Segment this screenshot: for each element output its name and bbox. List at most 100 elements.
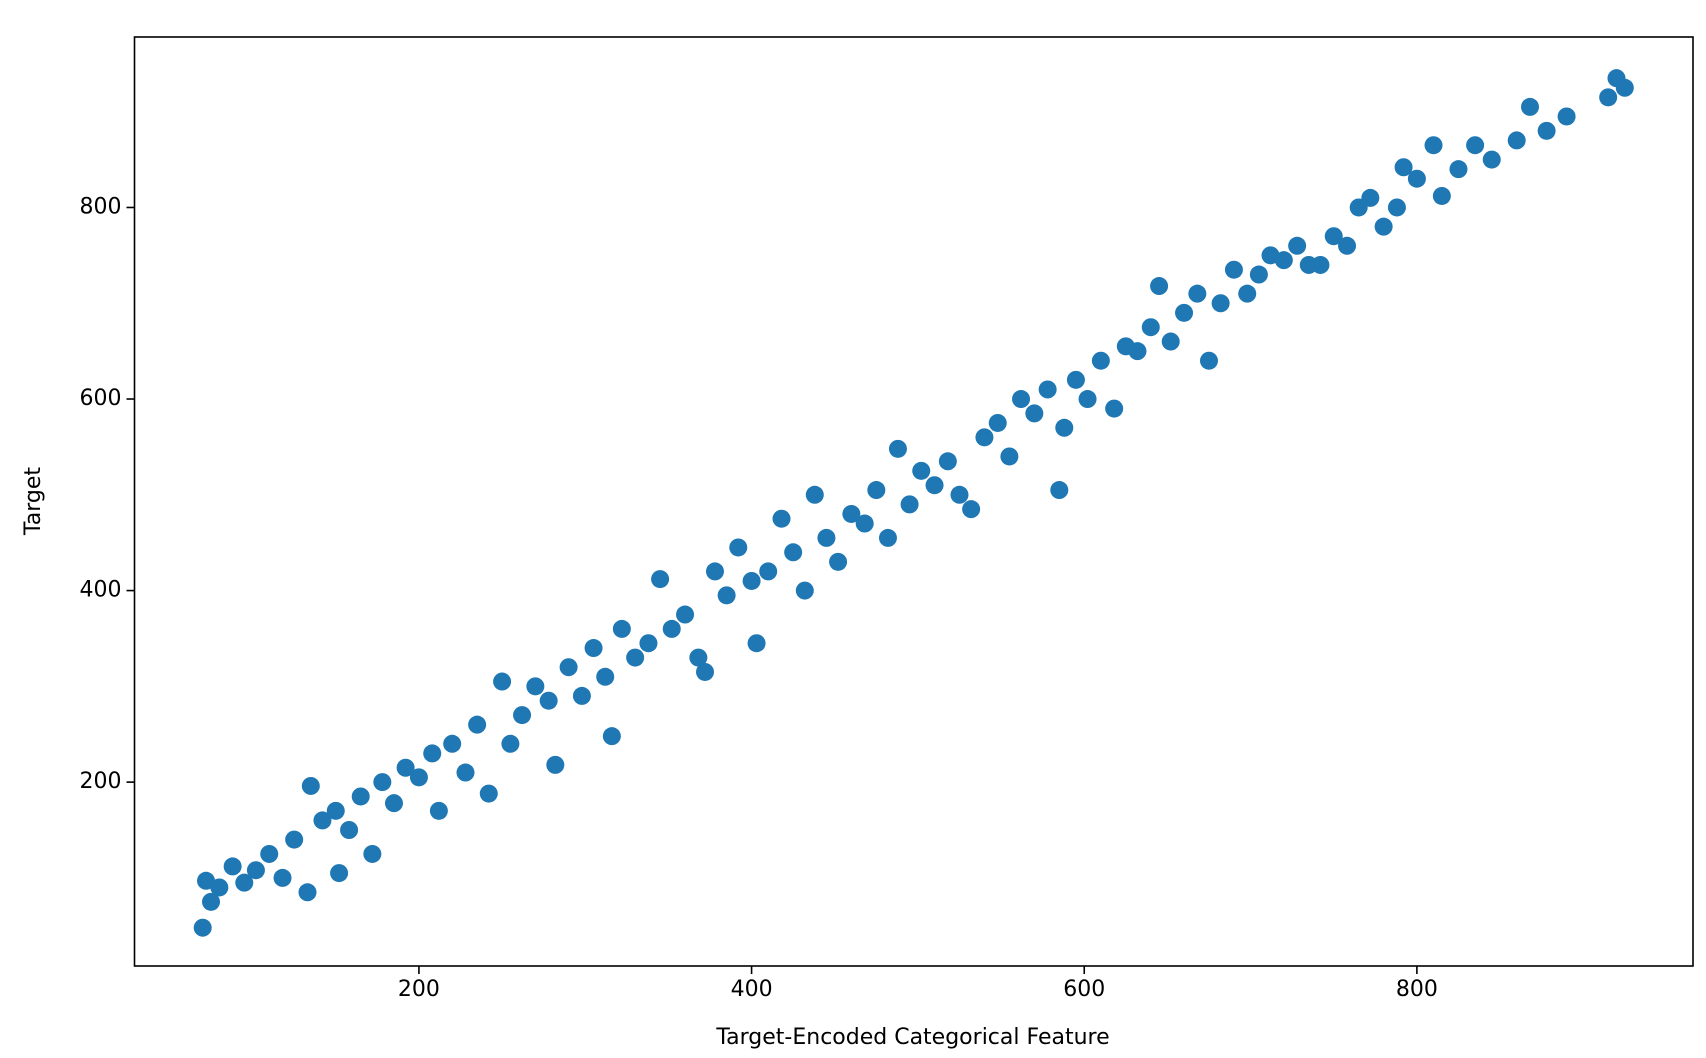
x-tick-label: 400 bbox=[731, 977, 773, 1002]
point bbox=[1161, 332, 1180, 351]
point bbox=[842, 504, 861, 523]
point bbox=[373, 773, 392, 792]
point bbox=[1050, 481, 1069, 500]
point bbox=[950, 485, 969, 504]
point bbox=[197, 871, 216, 890]
point bbox=[584, 639, 603, 658]
point bbox=[363, 844, 382, 863]
point bbox=[513, 706, 532, 725]
point bbox=[696, 662, 715, 681]
point bbox=[878, 528, 897, 547]
point bbox=[326, 801, 345, 820]
point bbox=[546, 755, 565, 774]
point bbox=[912, 461, 931, 480]
point bbox=[285, 830, 304, 849]
point bbox=[1407, 169, 1426, 188]
point bbox=[539, 691, 558, 710]
point bbox=[795, 581, 814, 600]
point bbox=[1466, 136, 1485, 155]
y-tick-label: 400 bbox=[80, 578, 122, 603]
y-axis-label: Target bbox=[21, 467, 46, 536]
point bbox=[298, 883, 317, 902]
point bbox=[1012, 390, 1031, 409]
point bbox=[429, 801, 448, 820]
point bbox=[468, 715, 487, 734]
point bbox=[330, 864, 349, 883]
point bbox=[1150, 277, 1169, 296]
x-tick-label: 600 bbox=[1063, 977, 1105, 1002]
point bbox=[1188, 284, 1207, 303]
point bbox=[1338, 236, 1357, 255]
point bbox=[1374, 217, 1393, 236]
point bbox=[747, 634, 766, 653]
point bbox=[1128, 342, 1147, 361]
point bbox=[1055, 418, 1074, 437]
point bbox=[396, 758, 415, 777]
point bbox=[526, 677, 545, 696]
point bbox=[1387, 198, 1406, 217]
point bbox=[559, 658, 578, 677]
point bbox=[1025, 404, 1044, 423]
point bbox=[855, 514, 874, 533]
y-tick-label: 800 bbox=[80, 194, 122, 219]
point bbox=[340, 821, 359, 840]
point bbox=[888, 439, 907, 458]
point bbox=[479, 784, 498, 803]
point bbox=[1537, 121, 1556, 140]
point bbox=[772, 509, 791, 528]
point bbox=[975, 428, 994, 447]
point bbox=[639, 634, 658, 653]
point bbox=[1311, 255, 1330, 274]
x-tick-label: 800 bbox=[1396, 977, 1438, 1002]
y-tick-label: 600 bbox=[80, 386, 122, 411]
point bbox=[1394, 158, 1413, 177]
point bbox=[223, 857, 242, 876]
point bbox=[202, 892, 221, 911]
point bbox=[962, 500, 981, 519]
point bbox=[938, 452, 957, 471]
y-tick-label: 200 bbox=[80, 769, 122, 794]
point bbox=[759, 562, 778, 581]
point bbox=[246, 861, 265, 880]
point bbox=[626, 648, 645, 667]
point bbox=[423, 744, 442, 763]
point bbox=[651, 570, 670, 589]
point bbox=[1091, 351, 1110, 370]
point bbox=[313, 811, 332, 830]
point bbox=[1141, 318, 1160, 337]
point bbox=[925, 476, 944, 495]
point bbox=[1557, 107, 1576, 126]
point bbox=[456, 763, 475, 782]
x-axis-label: Target-Encoded Categorical Feature bbox=[715, 1025, 1109, 1050]
point bbox=[805, 485, 824, 504]
point bbox=[193, 918, 212, 937]
point bbox=[1361, 188, 1380, 207]
point bbox=[260, 844, 279, 863]
point bbox=[1224, 260, 1243, 279]
point bbox=[210, 878, 229, 897]
x-tick-label: 200 bbox=[398, 977, 440, 1002]
point bbox=[1066, 370, 1085, 389]
point bbox=[1424, 136, 1443, 155]
point bbox=[1105, 399, 1124, 418]
point bbox=[1249, 265, 1268, 284]
point bbox=[742, 571, 761, 590]
point bbox=[1000, 447, 1019, 466]
point bbox=[1078, 390, 1097, 409]
point bbox=[1038, 380, 1057, 399]
point bbox=[384, 794, 403, 813]
point bbox=[1507, 131, 1526, 150]
point bbox=[1274, 251, 1293, 270]
point bbox=[817, 528, 836, 547]
point bbox=[1288, 236, 1307, 255]
point bbox=[1432, 186, 1451, 205]
point bbox=[1211, 294, 1230, 313]
point bbox=[301, 776, 320, 795]
point bbox=[602, 727, 621, 746]
point bbox=[1324, 227, 1343, 246]
point bbox=[729, 538, 748, 557]
point bbox=[784, 543, 803, 562]
point bbox=[1238, 284, 1257, 303]
